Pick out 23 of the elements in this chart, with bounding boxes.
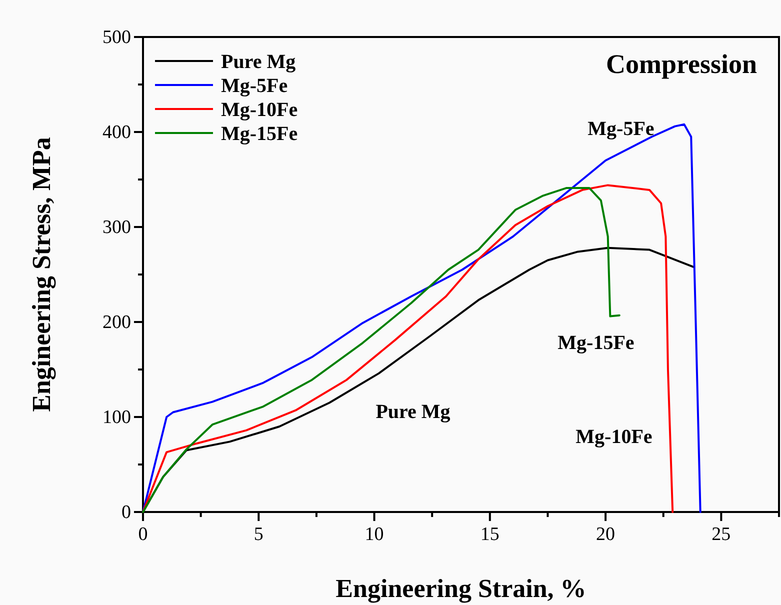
- x-tick-label: 25: [712, 524, 731, 545]
- x-tick-label: 10: [364, 524, 384, 545]
- annotation: Pure Mg: [376, 401, 450, 423]
- y-tick-label: 500: [102, 27, 131, 48]
- x-tick-label: 5: [254, 524, 264, 545]
- annotation: Compression: [606, 49, 757, 79]
- annotation: Mg-10Fe: [576, 426, 652, 448]
- y-tick-label: 0: [122, 502, 131, 523]
- x-tick-label: 15: [480, 524, 500, 545]
- y-tick-label: 300: [102, 217, 131, 238]
- legend-label: Mg-5Fe: [221, 75, 288, 97]
- annotation: Mg-15Fe: [558, 332, 634, 354]
- y-tick-label: 400: [102, 122, 131, 143]
- annotation: Mg-5Fe: [588, 118, 654, 140]
- legend-label: Mg-15Fe: [221, 123, 298, 145]
- x-axis-title: Engineering Strain, %: [336, 574, 586, 603]
- y-tick-label: 200: [102, 312, 131, 333]
- legend-label: Mg-10Fe: [221, 99, 298, 121]
- y-axis-title: Engineering Stress, MPa: [27, 137, 56, 412]
- y-tick-label: 100: [102, 407, 131, 428]
- x-tick-label: 0: [138, 524, 148, 545]
- x-tick-label: 20: [596, 524, 616, 545]
- legend-label: Pure Mg: [221, 51, 296, 73]
